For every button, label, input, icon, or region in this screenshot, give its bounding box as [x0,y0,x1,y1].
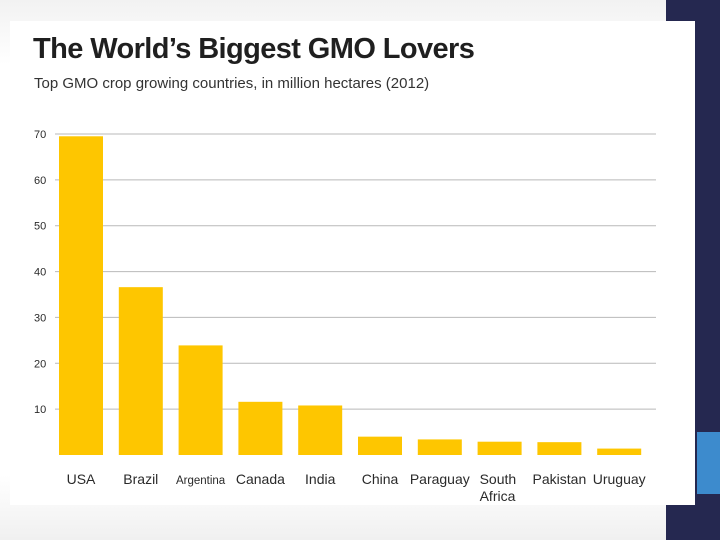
bar-uruguay [597,448,642,455]
bar-brazil [118,287,163,455]
bar-south-africa [477,441,522,455]
bar-india [298,405,343,455]
y-tick-label-50: 50 [34,221,46,233]
bar-canada [238,401,283,455]
y-tick-label-60: 60 [34,175,46,187]
x-label-argentina: Argentina [176,475,226,487]
x-label-china: China [362,471,399,487]
chart-subtitle: Top GMO crop growing countries, in milli… [34,75,430,92]
y-tick-label-70: 70 [34,129,46,141]
x-label-canada: Canada [236,471,285,487]
chart-title: The World’s Biggest GMO Lovers [33,33,475,65]
x-label-india: India [305,471,336,487]
bar-china [358,436,402,455]
y-tick-label-10: 10 [34,404,46,416]
bar-usa [59,136,103,456]
x-label-pakistan: Pakistan [533,471,587,487]
bar-pakistan [537,442,582,455]
bar-argentina [178,345,223,455]
x-label-uruguay: Uruguay [593,471,646,487]
y-axis-ticks: 10 20 30 40 50 60 70 [34,129,46,416]
y-tick-label-20: 20 [34,358,46,370]
x-label-south-africa: South Africa [480,471,517,504]
x-label-brazil: Brazil [123,471,158,487]
bars [59,136,642,456]
y-tick-label-40: 40 [34,267,46,279]
x-label-usa: USA [67,471,96,487]
slide-side-accent [697,432,720,494]
x-label-paraguay: Paraguay [410,471,470,487]
bar-paraguay [417,439,462,455]
x-axis-labels: USA Brazil Argentina Canada India China Paragu… [67,471,646,504]
y-tick-label-30: 30 [34,312,46,324]
